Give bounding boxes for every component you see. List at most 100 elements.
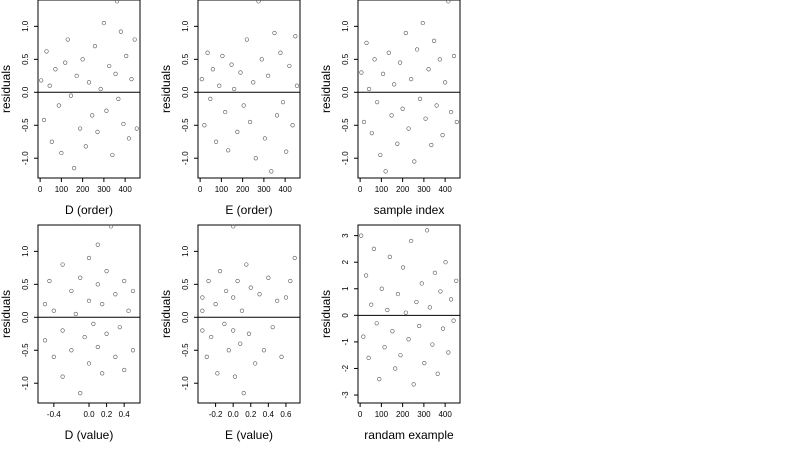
data-point <box>397 60 403 65</box>
data-point <box>364 40 369 45</box>
data-point <box>294 83 300 88</box>
data-point <box>417 96 423 101</box>
data-point <box>287 63 292 69</box>
data-point <box>114 0 120 4</box>
y-tick-label: -1.0 <box>21 376 30 390</box>
data-point <box>420 20 425 26</box>
data-point <box>284 149 289 154</box>
x-tick-label: 300 <box>97 185 111 194</box>
data-point <box>429 142 434 148</box>
data-point <box>238 341 243 346</box>
y-tick-label: -0.5 <box>341 118 350 132</box>
data-point <box>107 63 112 69</box>
y-tick-label: 0.5 <box>181 53 190 65</box>
data-point <box>51 308 56 313</box>
data-point <box>199 77 204 82</box>
x-tick-label: 0.4 <box>119 410 131 419</box>
data-point <box>232 86 237 92</box>
data-point <box>283 295 289 300</box>
data-point <box>130 288 136 294</box>
data-point <box>269 169 274 174</box>
data-point <box>200 328 205 333</box>
x-tick-label: 0.6 <box>280 410 292 419</box>
data-point <box>414 47 420 52</box>
data-point <box>213 302 218 307</box>
data-point <box>246 331 252 336</box>
y-tick-label: 0.0 <box>21 86 30 98</box>
data-point <box>259 57 264 62</box>
data-point <box>378 152 383 158</box>
data-point <box>361 334 366 339</box>
data-point <box>244 262 249 267</box>
plot-frame <box>197 0 301 179</box>
data-point <box>222 321 227 326</box>
data-point <box>382 345 387 350</box>
data-point <box>280 100 286 105</box>
data-point <box>100 302 105 307</box>
data-point <box>68 93 74 98</box>
data-point <box>204 354 209 359</box>
x-axis-title: E (value) <box>225 428 273 442</box>
data-point <box>104 108 109 113</box>
data-point <box>104 331 109 336</box>
data-point <box>440 326 446 331</box>
data-point <box>292 255 297 261</box>
y-tick-label: 1.0 <box>181 245 190 257</box>
x-tick-label: 400 <box>438 410 452 419</box>
y-tick-label: -1.0 <box>181 151 190 165</box>
data-point <box>129 77 134 82</box>
data-point <box>69 348 74 353</box>
data-point <box>256 0 261 4</box>
data-point <box>86 80 92 85</box>
plot-frame <box>37 224 141 404</box>
data-point <box>443 260 448 265</box>
scatter-panel-4: -0.4 0.0 0.2 0.4 -1.0 -0.5 0.0 0.5 1.0 D (value) r… <box>0 224 141 442</box>
data-point <box>113 71 118 76</box>
y-axis-title: residuals <box>159 65 173 113</box>
data-point <box>209 334 214 340</box>
x-tick-label: 400 <box>278 185 292 194</box>
x-tick-label: 200 <box>236 185 250 194</box>
data-point <box>359 233 364 238</box>
x-tick-label: 300 <box>417 185 431 194</box>
data-point <box>223 109 228 115</box>
data-point <box>60 374 65 379</box>
data-point <box>253 156 258 161</box>
y-tick-label: 0.0 <box>181 311 190 323</box>
x-tick-label: 0 <box>38 185 43 194</box>
data-point <box>231 328 236 333</box>
plot-frame <box>357 224 461 404</box>
x-axis-title: sample index <box>374 203 445 217</box>
data-point <box>262 136 268 141</box>
data-point <box>371 246 377 252</box>
data-point <box>451 318 456 323</box>
data-point <box>241 103 246 108</box>
data-point <box>239 308 245 313</box>
data-point <box>60 328 65 333</box>
data-point <box>288 278 293 284</box>
data-point <box>446 0 451 4</box>
y-tick-label: -0.5 <box>21 118 30 132</box>
data-point <box>383 169 388 174</box>
x-tick-label: 0 <box>198 185 203 194</box>
scatter-panel-5: -0.2 0.0 0.2 0.4 0.6 -1.0 -0.5 0.0 0.5 1.0 E (valu… <box>159 224 301 442</box>
data-point <box>202 123 207 128</box>
data-point <box>403 310 408 315</box>
data-point <box>47 278 52 284</box>
data-point <box>272 30 277 36</box>
data-point <box>238 70 243 75</box>
data-point <box>279 354 284 359</box>
data-point <box>42 338 48 343</box>
data-point <box>226 148 231 153</box>
data-point <box>443 80 448 85</box>
data-point <box>266 275 271 280</box>
data-point <box>411 382 416 387</box>
data-point <box>231 295 236 300</box>
data-point <box>104 269 109 274</box>
y-tick-label: 1.0 <box>341 20 350 32</box>
y-tick-label: 0.5 <box>21 53 30 65</box>
y-tick-label: 0.0 <box>21 311 30 323</box>
data-point <box>372 57 377 62</box>
data-point <box>266 73 271 78</box>
x-tick-label: 0.4 <box>263 410 275 419</box>
